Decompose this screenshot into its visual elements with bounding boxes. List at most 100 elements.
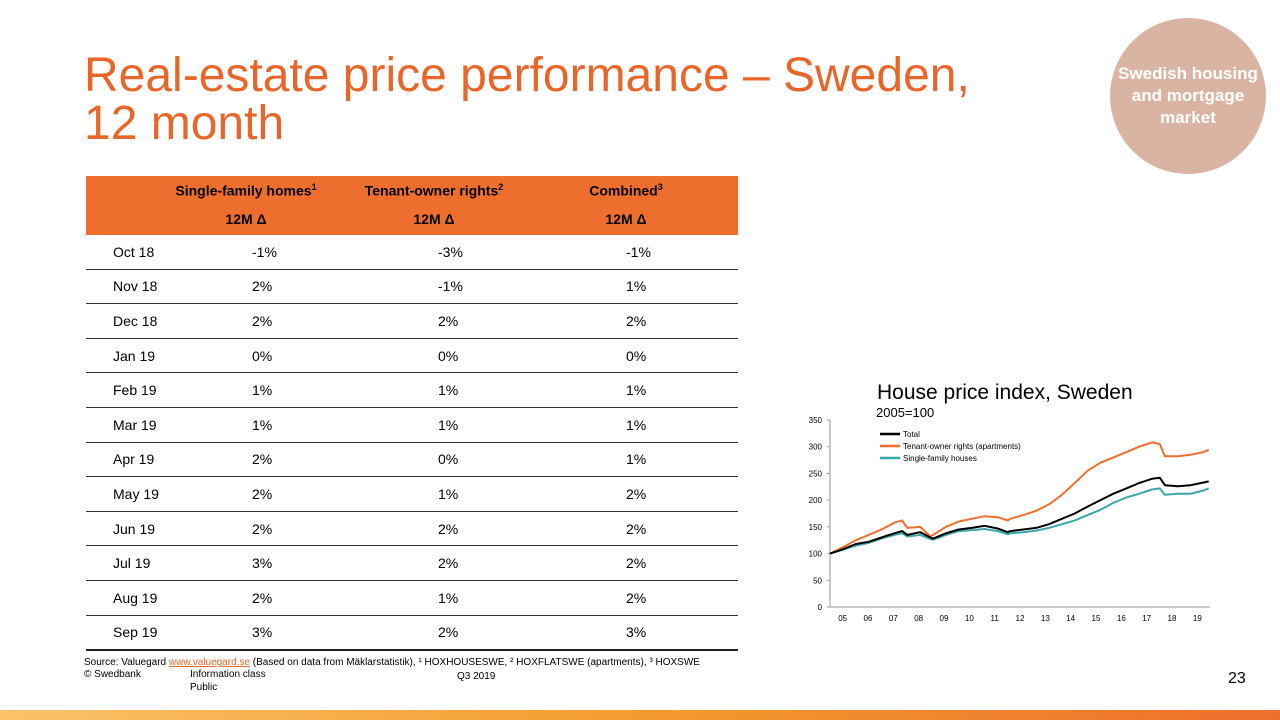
table-row: Aug 19 2% 1% 2% <box>86 581 738 616</box>
row-month: Feb 19 <box>113 382 157 399</box>
row-tenant-owner: 1% <box>438 416 459 433</box>
row-month: Mar 19 <box>113 416 157 433</box>
table-row: Jun 19 2% 2% 2% <box>86 512 738 547</box>
info-class-label: Information class <box>190 669 266 680</box>
legend-label: Total <box>903 430 920 439</box>
x-tick-label: 14 <box>1066 614 1075 623</box>
row-single-family: 1% <box>252 416 273 433</box>
row-single-family: -1% <box>252 243 277 260</box>
row-tenant-owner: -1% <box>438 278 463 295</box>
slide-title: Real-estate price performance – Sweden, … <box>84 52 1084 148</box>
row-combined: -1% <box>626 243 651 260</box>
y-tick-label: 300 <box>809 443 823 452</box>
copyright: © Swedbank <box>84 669 141 680</box>
header-single-family: Single-family homes1 <box>175 182 317 199</box>
slide-title-line2: 12 month <box>84 97 285 150</box>
table-row: May 19 2% 1% 2% <box>86 477 738 512</box>
row-single-family: 0% <box>252 347 273 364</box>
table-body: Oct 18 -1% -3% -1% Nov 18 2% -1% 1% Dec 18 2% 2% 2%… <box>86 235 738 652</box>
row-month: Aug 19 <box>113 589 158 606</box>
row-combined: 2% <box>626 555 647 572</box>
row-combined: 2% <box>626 589 647 606</box>
row-tenant-owner: 0% <box>438 347 459 364</box>
row-combined: 1% <box>626 278 647 295</box>
row-single-family: 2% <box>252 278 273 295</box>
x-tick-label: 18 <box>1168 614 1177 623</box>
row-tenant-owner: 2% <box>438 624 459 641</box>
row-combined: 1% <box>626 382 647 399</box>
x-tick-label: 15 <box>1092 614 1101 623</box>
row-month: Sep 19 <box>113 624 158 641</box>
y-tick-label: 200 <box>809 496 823 505</box>
y-tick-label: 100 <box>809 550 823 559</box>
row-tenant-owner: 1% <box>438 382 459 399</box>
table-row: Nov 18 2% -1% 1% <box>86 270 738 305</box>
y-tick-label: 150 <box>809 523 823 532</box>
section-badge: Swedish housing and mortgage market <box>1110 18 1266 174</box>
chart-title: House price index, Sweden <box>877 381 1133 404</box>
x-tick-label: 12 <box>1016 614 1025 623</box>
x-tick-label: 09 <box>940 614 949 623</box>
row-month: May 19 <box>113 485 159 502</box>
table-row: Oct 18 -1% -3% -1% <box>86 235 738 270</box>
table-row: Jul 19 3% 2% 2% <box>86 546 738 581</box>
x-tick-label: 16 <box>1117 614 1126 623</box>
y-tick-label: 350 <box>809 416 823 425</box>
row-month: Nov 18 <box>113 278 158 295</box>
row-tenant-owner: 1% <box>438 485 459 502</box>
row-combined: 2% <box>626 520 647 537</box>
row-tenant-owner: 2% <box>438 555 459 572</box>
bottom-color-bar <box>0 710 1280 720</box>
row-combined: 2% <box>626 485 647 502</box>
row-combined: 0% <box>626 347 647 364</box>
row-month: Oct 18 <box>113 243 155 260</box>
house-price-chart: 0 50 100 150 200 250 300 350 05 06 07 08 09 10 11 12 13 1… <box>809 416 1210 623</box>
row-single-family: 2% <box>252 451 273 468</box>
row-month: Jun 19 <box>113 520 156 537</box>
legend-label: Tenant-owner rights (apartments) <box>903 442 1021 451</box>
price-table: Single-family homes1 Tenant-owner rights… <box>86 176 738 652</box>
row-tenant-owner: 0% <box>438 451 459 468</box>
y-tick-label: 0 <box>818 603 823 612</box>
quarter-label: Q3 2019 <box>457 671 496 682</box>
row-month: Jan 19 <box>113 347 156 364</box>
x-tick-label: 13 <box>1041 614 1050 623</box>
header-combined: Combined3 <box>589 182 663 199</box>
row-tenant-owner: -3% <box>438 243 463 260</box>
row-tenant-owner: 2% <box>438 312 459 329</box>
row-combined: 1% <box>626 416 647 433</box>
header-sub-tenant-owner: 12M Δ <box>413 211 455 227</box>
info-class-value: Public <box>190 682 218 693</box>
x-tick-label: 08 <box>914 614 923 623</box>
source-note: Source: Valuegard www.valuegard.se (Base… <box>84 657 700 668</box>
row-single-family: 2% <box>252 312 273 329</box>
row-month: Jul 19 <box>113 555 151 572</box>
x-tick-label: 17 <box>1142 614 1151 623</box>
chart-subtitle: 2005=100 <box>876 405 935 420</box>
table-row: Mar 19 1% 1% 1% <box>86 408 738 443</box>
table-row: Jan 19 0% 0% 0% <box>86 339 738 374</box>
table-row: Dec 18 2% 2% 2% <box>86 304 738 339</box>
legend-label: Single-family houses <box>903 454 977 463</box>
row-single-family: 2% <box>252 520 273 537</box>
row-single-family: 2% <box>252 485 273 502</box>
row-combined: 2% <box>626 312 647 329</box>
table-row: Feb 19 1% 1% 1% <box>86 373 738 408</box>
y-tick-label: 50 <box>813 576 822 585</box>
page-number: 23 <box>1228 670 1246 687</box>
table-row: Apr 19 2% 0% 1% <box>86 443 738 478</box>
slide-title-line1: Real-estate price performance – Sweden, <box>84 49 970 102</box>
x-tick-label: 19 <box>1193 614 1202 623</box>
row-month: Dec 18 <box>113 312 158 329</box>
x-tick-label: 10 <box>965 614 974 623</box>
row-combined: 1% <box>626 451 647 468</box>
x-tick-label: 05 <box>838 614 847 623</box>
series-line <box>829 441 1210 555</box>
section-badge-text: Swedish housing and mortgage market <box>1118 64 1258 127</box>
x-tick-label: 06 <box>864 614 873 623</box>
header-sub-combined: 12M Δ <box>605 211 647 227</box>
row-tenant-owner: 1% <box>438 589 459 606</box>
table-row: Sep 19 3% 2% 3% <box>86 616 738 652</box>
row-single-family: 3% <box>252 624 273 641</box>
valuegard-link[interactable]: www.valuegard.se <box>168 657 251 668</box>
